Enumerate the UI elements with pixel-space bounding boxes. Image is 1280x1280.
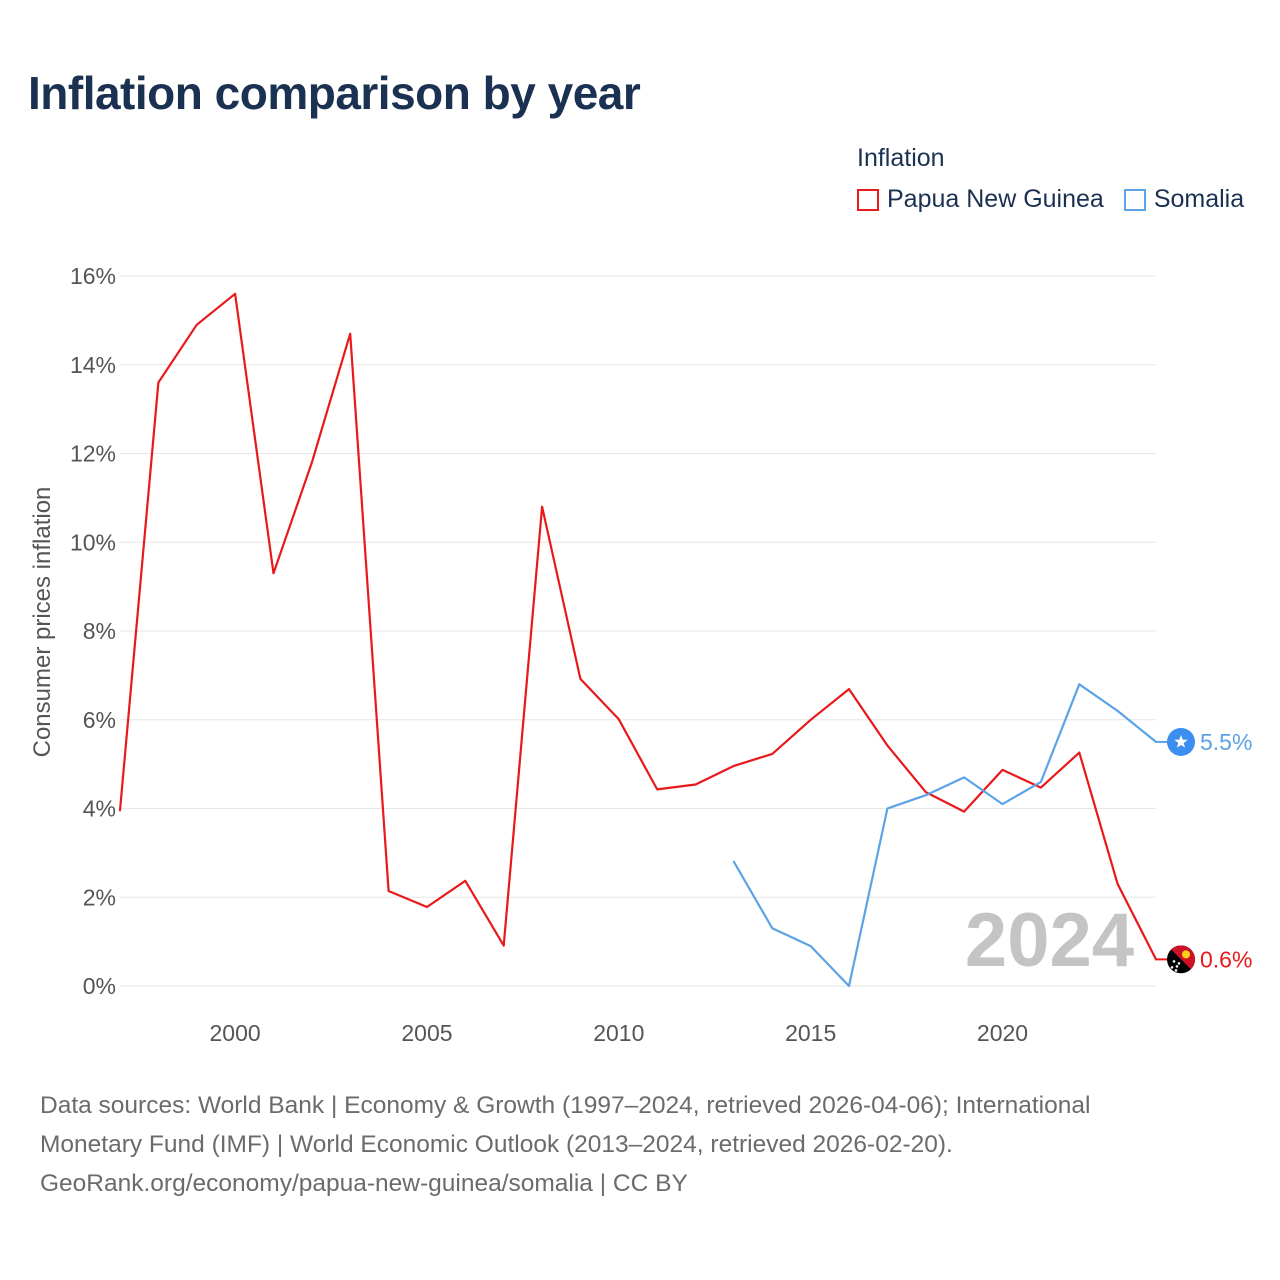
y-tick-label-6: 6%	[83, 707, 116, 733]
legend: Inflation Papua New Guinea Somalia	[857, 144, 1244, 214]
legend-label-papua-new-guinea: Papua New Guinea	[887, 185, 1104, 213]
flag-star-4	[1177, 962, 1181, 965]
year-watermark: 2024	[965, 898, 1134, 983]
x-tick-label-2005: 2005	[401, 1020, 452, 1046]
legend-title: Inflation	[857, 144, 945, 172]
x-tick-label-2020: 2020	[977, 1020, 1028, 1046]
y-tick-label-8: 8%	[83, 618, 116, 644]
x-axis-ticks: 2000 2005 2010 2015 2020	[210, 1020, 1029, 1046]
y-tick-label-12: 12%	[70, 441, 116, 467]
legend-item-somalia[interactable]: Somalia	[1123, 185, 1245, 214]
footer-line-2: Monetary Fund (IMF) | World Economic Out…	[40, 1131, 953, 1158]
chart-title: Inflation comparison by year	[28, 67, 641, 119]
x-tick-label-2000: 2000	[210, 1020, 261, 1046]
footer-line-3: GeoRank.org/economy/papua-new-guinea/som…	[40, 1170, 688, 1197]
flag-star-0	[1172, 960, 1176, 963]
end-marker-papua-new-guinea	[1167, 945, 1195, 974]
y-tick-label-10: 10%	[70, 529, 116, 555]
series-line-papua-new-guinea	[118, 292, 1158, 961]
end-label-papua-new-guinea: 0.6%	[1200, 946, 1252, 972]
series-line-somalia	[732, 683, 1158, 988]
flag-bird-of-paradise-icon	[1182, 950, 1190, 959]
end-markers: 0.6% 5.5%	[1156, 727, 1252, 974]
y-axis-ticks: 0% 2% 4% 6% 8% 10% 12% 14% 16%	[70, 263, 116, 999]
legend-swatch-papua-new-guinea	[857, 188, 879, 211]
y-axis-title: Consumer prices inflation	[29, 487, 56, 758]
flag-star-1	[1175, 965, 1179, 968]
series-lines	[118, 292, 1158, 988]
y-tick-label-0: 0%	[83, 973, 116, 999]
x-tick-label-2010: 2010	[593, 1020, 644, 1046]
footer-line-1: Data sources: World Bank | Economy & Gro…	[40, 1092, 1091, 1119]
legend-label-somalia: Somalia	[1153, 185, 1245, 213]
y-tick-label-16: 16%	[70, 263, 116, 289]
y-tick-label-14: 14%	[70, 352, 116, 378]
y-tick-label-2: 2%	[83, 884, 116, 910]
flag-star-icon	[1174, 734, 1188, 748]
end-label-somalia: 5.5%	[1200, 729, 1252, 755]
flag-star-3	[1174, 969, 1178, 972]
legend-swatch-somalia	[1123, 188, 1146, 211]
legend-items: Papua New Guinea Somalia	[857, 185, 1244, 214]
legend-item-papua-new-guinea[interactable]: Papua New Guinea	[857, 185, 1104, 214]
flag-star-2	[1170, 966, 1174, 969]
footer-sources: Data sources: World Bank | Economy & Gro…	[40, 1086, 1240, 1203]
line-chart: 0%2%4%6%8%10%12%14%16% 2000 2005 2010 2015 2…	[29, 263, 1252, 1046]
x-tick-label-2015: 2015	[785, 1020, 836, 1046]
papua-new-guinea-flag-icon	[1167, 945, 1195, 974]
end-marker-somalia	[1167, 727, 1195, 756]
y-tick-label-4: 4%	[83, 796, 116, 822]
gridlines	[120, 275, 1156, 987]
